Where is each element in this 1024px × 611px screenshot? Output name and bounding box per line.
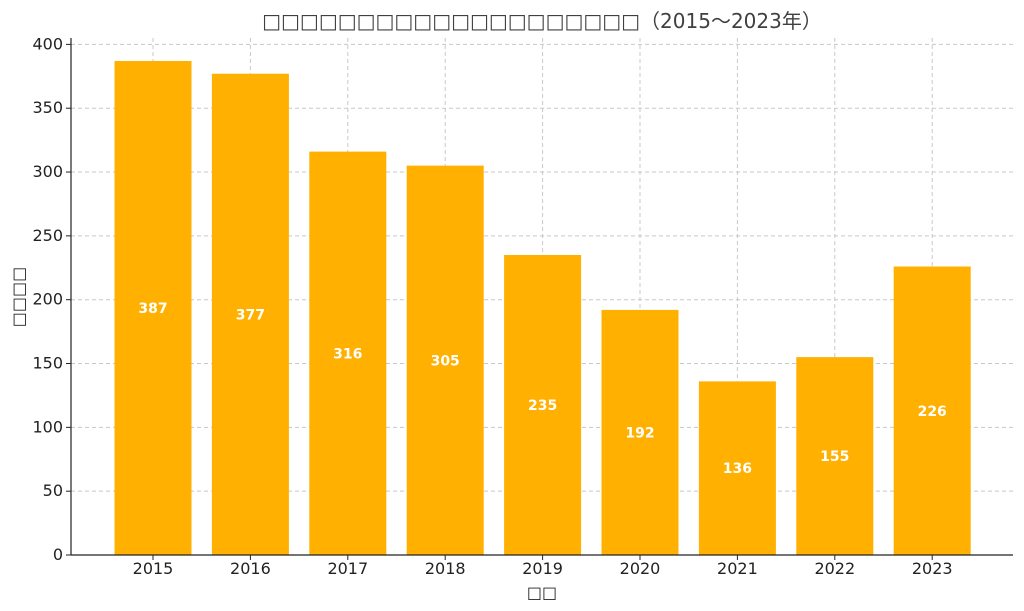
y-tick-label: 200: [32, 290, 63, 309]
y-tick-label: 0: [53, 545, 63, 564]
chart-title: □□□□□□□□□□□□□□□□□□□□（2015～2023年）: [262, 9, 822, 33]
bar-value-label: 136: [723, 461, 752, 477]
x-tick-label: 2016: [230, 559, 271, 578]
bar-value-label: 235: [528, 398, 557, 414]
x-tick-label: 2019: [522, 559, 563, 578]
bar-2021: [698, 381, 776, 555]
bar-value-label: 155: [820, 449, 849, 465]
x-tick-label: 2018: [425, 559, 466, 578]
bars: 387 377 316 305 235 192 136 155 226: [114, 60, 971, 556]
bar-value-label: 192: [625, 425, 654, 441]
x-tick-label: 2022: [814, 559, 855, 578]
bar-2020: [601, 309, 679, 555]
y-tick-label: 350: [32, 98, 63, 117]
y-tick-label: 150: [32, 354, 63, 373]
y-tick-label: 400: [32, 34, 63, 53]
x-tick-label: 2020: [620, 559, 661, 578]
x-tick-label: 2017: [327, 559, 368, 578]
bar-2023: [893, 266, 971, 555]
y-axis-label: □□□□: [9, 267, 28, 327]
axes: [70, 38, 1013, 556]
bar-value-label: 377: [236, 307, 265, 323]
bar-2022: [796, 357, 874, 555]
y-tick-label: 250: [32, 226, 63, 245]
bar-value-label: 226: [918, 404, 947, 420]
x-tick-label: 2021: [717, 559, 758, 578]
bar-2016: [211, 73, 289, 555]
ticks: 0 50 100 150 200 250 300 350 400 2015 2016 2017 2018…: [32, 34, 952, 578]
bar-value-label: 387: [138, 301, 167, 317]
bar-value-label: 316: [333, 346, 362, 362]
bar-2019: [504, 255, 582, 556]
y-tick-label: 300: [32, 162, 63, 181]
bar-value-label: 305: [431, 353, 460, 369]
x-tick-label: 2023: [912, 559, 953, 578]
bar-2017: [309, 151, 387, 555]
y-tick-label: 50: [43, 481, 63, 500]
bar-2015: [114, 60, 192, 555]
x-axis-label: □□: [527, 583, 557, 602]
bar-2018: [406, 165, 484, 555]
x-tick-label: 2015: [133, 559, 174, 578]
y-tick-label: 100: [32, 417, 63, 436]
